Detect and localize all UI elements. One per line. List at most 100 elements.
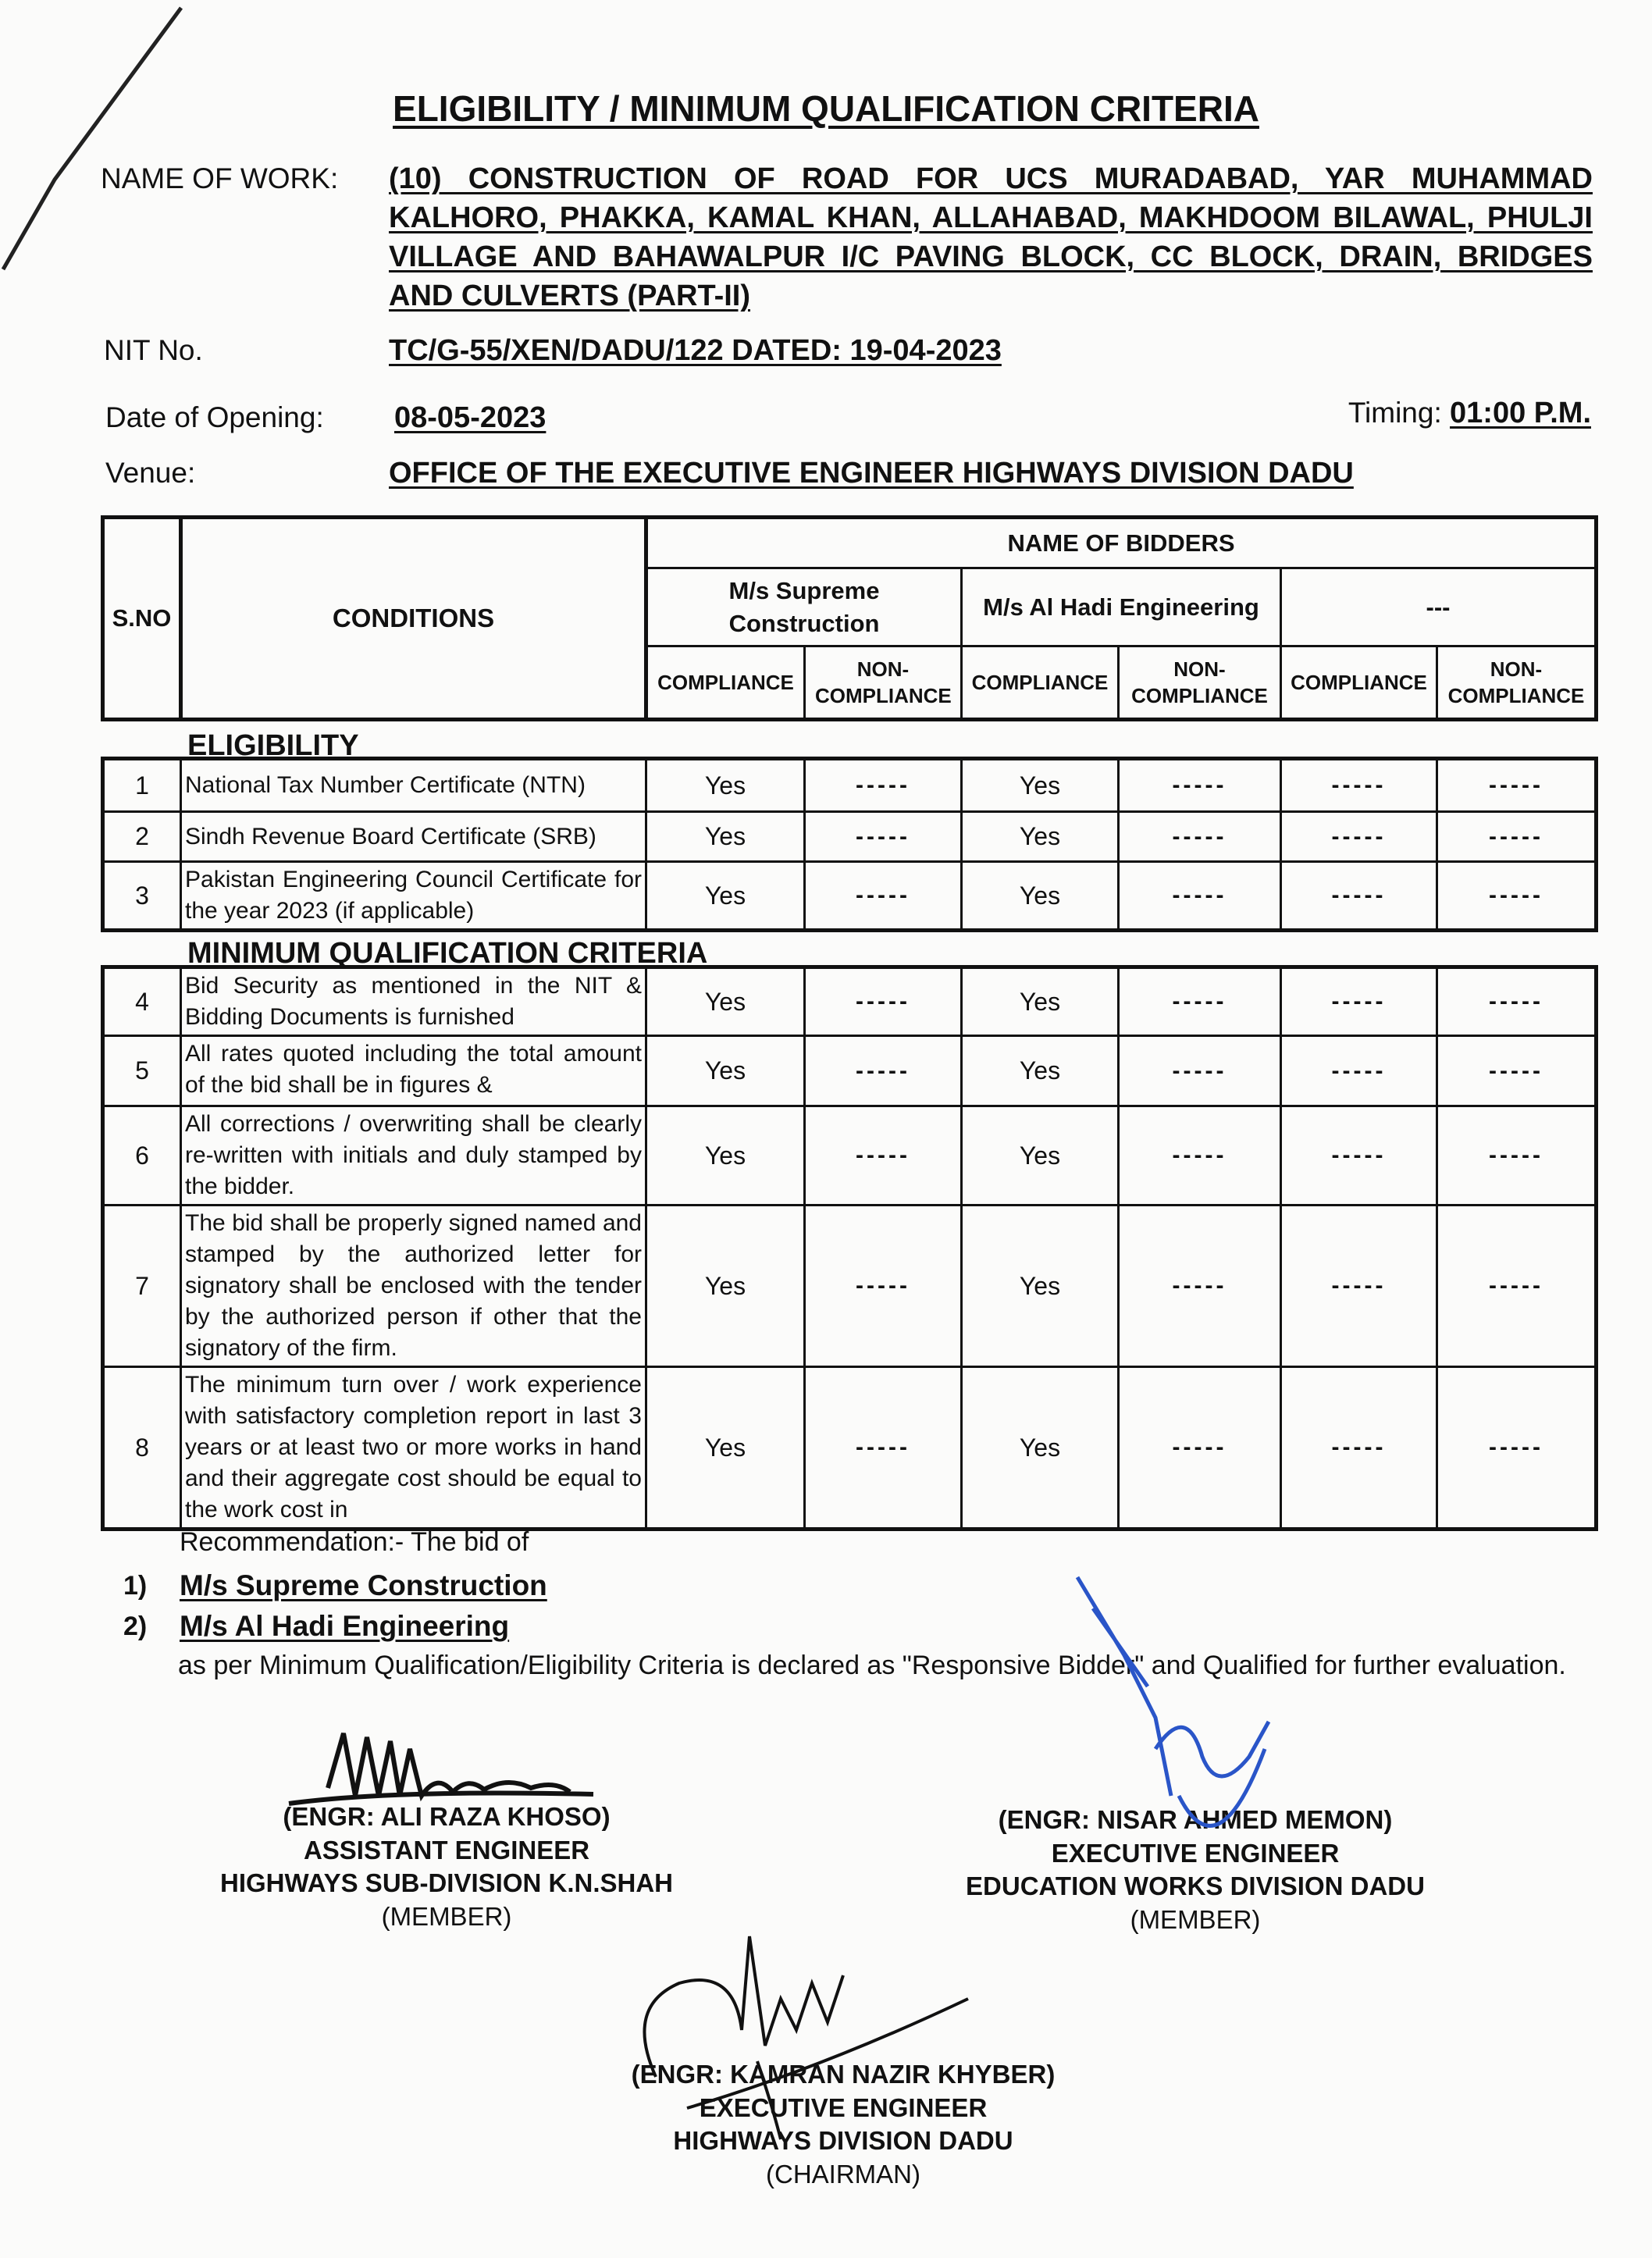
signature-right-blue [1075,1576,1271,1828]
opening-label: Date of Opening: [105,401,324,433]
signatory-office: HIGHWAYS DIVISION DADU [673,2126,1013,2155]
compliance-header: COMPLIANCE [1280,645,1438,721]
timing-value: 01:00 P.M. [1450,397,1591,429]
compliance-header: COMPLIANCE [960,645,1120,721]
signatory-designation: ASSISTANT ENGINEER [303,1835,590,1864]
status-cell: ----- [1436,860,1597,931]
signatory-name: (ENGR: ALI RAZA KHOSO) [283,1802,611,1831]
table-row: 2 Sindh Revenue Board Certificate (SRB) Ye… [101,810,1597,863]
sno-header: S.NO [101,515,183,721]
table-row: 4 Bid Security as mentioned in the NIT & … [101,966,1597,1037]
status-cell: ----- [1280,1035,1438,1107]
status-cell: ----- [1436,1204,1597,1368]
signatory-3: (ENGR: KAMRAN NAZIR KHYBER) EXECUTIVE EN… [570,2058,1116,2191]
page-title: ELIGIBILITY / MINIMUM QUALIFICATION CRIT… [393,88,1259,129]
status-cell: ----- [1117,860,1282,931]
compliance-cell: Yes [645,1204,806,1368]
timing: Timing: 01:00 P.M. [1348,397,1591,430]
status-cell: ----- [1280,860,1438,931]
venue-value: OFFICE OF THE EXECUTIVE ENGINEER HIGHWAY… [389,457,1354,490]
recommendation-num-1: 1) [123,1571,148,1601]
status-cell: ----- [1436,966,1597,1037]
status-cell: ----- [1117,810,1282,863]
nit-value: TC/G-55/XEN/DADU/122 DATED: 19-04-2023 [389,334,1002,367]
row-condition: All rates quoted including the total amo… [180,1035,647,1107]
signatory-office: EDUCATION WORKS DIVISION DADU [966,1872,1425,1900]
status-cell: ----- [803,757,963,813]
status-cell: ----- [803,1105,963,1206]
section-title-mqc: MINIMUM QUALIFICATION CRITERIA [187,937,708,970]
bidder-2-name: M/s Al Hadi Engineering [960,567,1282,647]
compliance-cell: Yes [645,860,806,931]
compliance-cell: Yes [960,966,1120,1037]
row-sno: 7 [101,1204,182,1368]
signature-left [288,1733,594,1806]
table-row: 3 Pakistan Engineering Council Certificat… [101,860,1597,931]
status-cell: ----- [1280,966,1438,1037]
compliance-cell: Yes [645,810,806,863]
compliance-cell: Yes [645,1105,806,1206]
compliance-cell: Yes [960,757,1120,813]
signatory-name: (ENGR: NISAR AHMED MEMON) [998,1805,1393,1834]
table-row: 7 The bid shall be properly signed named … [101,1204,1597,1368]
eligibility-table: 1 National Tax Number Certificate (NTN) Ye… [101,757,1598,932]
venue-label: Venue: [105,457,196,489]
signatory-designation: EXECUTIVE ENGINEER [699,2092,988,2122]
recommendation-num-2: 2) [123,1612,148,1641]
row-condition: All corrections / overwriting shall be c… [180,1105,647,1206]
compliance-cell: Yes [960,860,1120,931]
status-cell: ----- [1436,1035,1597,1107]
status-cell: ----- [1117,1366,1282,1530]
signatory-role: (CHAIRMAN) [766,2159,920,2189]
row-condition: The minimum turn over / work experience … [180,1366,647,1530]
row-condition: Sindh Revenue Board Certificate (SRB) [180,810,647,863]
bidders-header: NAME OF BIDDERS [644,516,1598,569]
recommendation-intro: Recommendation:- The bid of [180,1527,529,1557]
timing-label: Timing: [1348,397,1442,429]
compliance-cell: Yes [960,1366,1120,1530]
compliance-header: COMPLIANCE [645,645,806,721]
bidders-header-table: S.NO CONDITIONS NAME OF BIDDERS M/s Supr… [101,515,1599,721]
status-cell: ----- [1280,757,1438,813]
recommended-bidder-1: M/s Supreme Construction [180,1569,547,1601]
table-row: 5 All rates quoted including the total am… [101,1035,1597,1107]
non-compliance-header: NON-COMPLIANCE [1117,645,1282,721]
conditions-header: CONDITIONS [179,515,648,721]
compliance-cell: Yes [645,966,806,1037]
status-cell: ----- [1436,810,1597,863]
status-cell: ----- [1117,966,1282,1037]
status-cell: ----- [1280,810,1438,863]
row-sno: 2 [101,810,182,863]
row-sno: 5 [101,1035,182,1107]
compliance-cell: Yes [960,1204,1120,1368]
status-cell: ----- [803,966,963,1037]
recommended-bidder-2: M/s Al Hadi Engineering [180,1610,510,1642]
status-cell: ----- [1117,1035,1282,1107]
status-cell: ----- [803,860,963,931]
status-cell: ----- [1436,757,1597,813]
status-cell: ----- [1280,1105,1438,1206]
mqc-table: 4 Bid Security as mentioned in the NIT & … [101,965,1598,1531]
name-of-work-label: NAME OF WORK: [101,162,339,194]
signatory-office: HIGHWAYS SUB-DIVISION K.N.SHAH [219,1868,673,1897]
row-sno: 4 [101,966,182,1037]
status-cell: ----- [1117,1105,1282,1206]
signatory-role: (MEMBER) [1130,1904,1261,1934]
compliance-cell: Yes [960,1035,1120,1107]
bidder-1-name: M/s Supreme Construction [645,567,963,647]
compliance-cell: Yes [645,1035,806,1107]
signatory-designation: EXECUTIVE ENGINEER [1051,1838,1340,1868]
non-compliance-header: NON-COMPLIANCE [1435,645,1598,721]
table-row: 8 The minimum turn over / work experience… [101,1366,1597,1530]
non-compliance-header: NON-COMPLIANCE [803,645,963,721]
row-sno: 3 [101,860,182,931]
status-cell: ----- [1436,1366,1597,1530]
page-edge-mark [1,6,183,271]
row-condition: The bid shall be properly signed named a… [180,1204,647,1368]
compliance-cell: Yes [960,1105,1120,1206]
status-cell: ----- [803,810,963,863]
row-condition: Pakistan Engineering Council Certificate… [180,860,647,931]
status-cell: ----- [1436,1105,1597,1206]
status-cell: ----- [1117,1204,1282,1368]
row-condition: National Tax Number Certificate (NTN) [180,757,647,813]
